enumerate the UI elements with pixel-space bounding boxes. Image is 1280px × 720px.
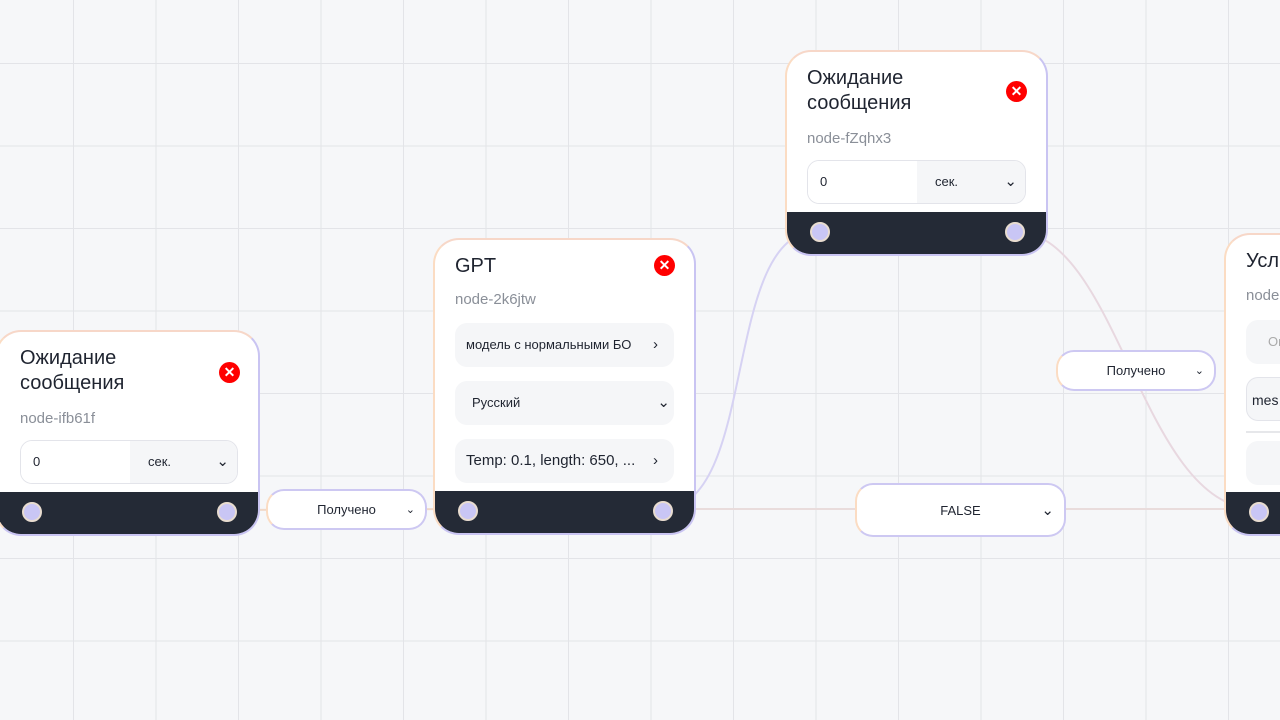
output-port[interactable] [653, 501, 673, 521]
chevron-right-icon: › [653, 336, 658, 353]
condition-field-3[interactable] [1246, 441, 1280, 485]
edge-label-value: Получено [1106, 363, 1166, 378]
node-title: Ожидание сообщения [20, 347, 125, 394]
chevron-down-icon: ⌄ [1194, 365, 1204, 377]
chevron-down-icon: ⌄ [1041, 502, 1054, 519]
condition-field-1[interactable]: Ог [1246, 320, 1280, 364]
node-condition[interactable]: Усл node Ог mes [1224, 233, 1280, 536]
delay-input[interactable]: 0 сек. ⌄ [807, 160, 1026, 204]
unit-select[interactable]: сек. ⌄ [917, 161, 1025, 203]
output-port[interactable] [217, 502, 237, 522]
params-button[interactable]: Temp: 0.1, length: 650, ... › [455, 439, 674, 483]
node-footer [435, 491, 694, 533]
node-id: node-fZqhx3 [807, 130, 892, 147]
chevron-down-icon: ⌄ [216, 453, 229, 470]
model-select[interactable]: модель с нормальными БО › [455, 323, 674, 367]
node-wait-message-1[interactable]: Ожидание сообщения ✕ node-ifb61f 0 сек. ⌄ [0, 330, 260, 536]
node-wait-message-2[interactable]: Ожидание сообщения ✕ node-fZqhx3 0 сек. ⌄ [785, 50, 1048, 256]
node-title: Усл [1246, 250, 1280, 272]
node-id: node-2k6jtw [455, 291, 536, 308]
language-select[interactable]: Русский ⌄ [455, 381, 674, 425]
delay-input[interactable]: 0 сек. ⌄ [20, 440, 238, 484]
node-footer [0, 492, 258, 534]
node-id: node-ifb61f [20, 410, 96, 427]
model-value: модель с нормальными БО [466, 337, 632, 352]
chevron-down-icon: ⌄ [1004, 173, 1017, 190]
node-footer [787, 212, 1046, 254]
chevron-right-icon: › [653, 452, 658, 469]
input-port[interactable] [810, 222, 830, 242]
close-icon[interactable]: ✕ [219, 362, 240, 383]
input-port[interactable] [458, 501, 478, 521]
divider [1246, 431, 1280, 433]
input-port[interactable] [1249, 502, 1269, 522]
node-id: node [1246, 287, 1280, 304]
edge-label-select[interactable]: FALSE ⌄ [855, 483, 1066, 537]
params-value: Temp: 0.1, length: 650, ... [466, 452, 636, 469]
output-port[interactable] [1005, 222, 1025, 242]
close-icon[interactable]: ✕ [1006, 81, 1027, 102]
close-icon[interactable]: ✕ [654, 255, 675, 276]
node-title: Ожидание сообщения [807, 67, 912, 114]
chevron-down-icon: ⌄ [405, 504, 415, 516]
field-value: mes [1252, 392, 1279, 408]
node-footer [1226, 492, 1280, 534]
chevron-down-icon: ⌄ [657, 394, 670, 411]
edge-label-select[interactable]: Получено ⌄ [266, 489, 427, 530]
delay-value[interactable]: 0 [21, 441, 130, 483]
edge-label-value: Получено [317, 502, 376, 517]
edge-label-value: FALSE [940, 502, 981, 518]
language-value: Русский [472, 395, 521, 410]
field-value: Ог [1268, 334, 1280, 349]
node-title: GPT [455, 255, 497, 277]
input-port[interactable] [22, 502, 42, 522]
unit-select[interactable]: сек. ⌄ [130, 441, 237, 483]
edge-label-select[interactable]: Получено ⌄ [1056, 350, 1216, 391]
unit-value: сек. [935, 174, 959, 189]
condition-field-2[interactable]: mes [1246, 377, 1280, 421]
delay-value[interactable]: 0 [808, 161, 917, 203]
node-gpt[interactable]: GPT ✕ node-2k6jtw модель с нормальными Б… [433, 238, 696, 535]
unit-value: сек. [148, 454, 172, 469]
